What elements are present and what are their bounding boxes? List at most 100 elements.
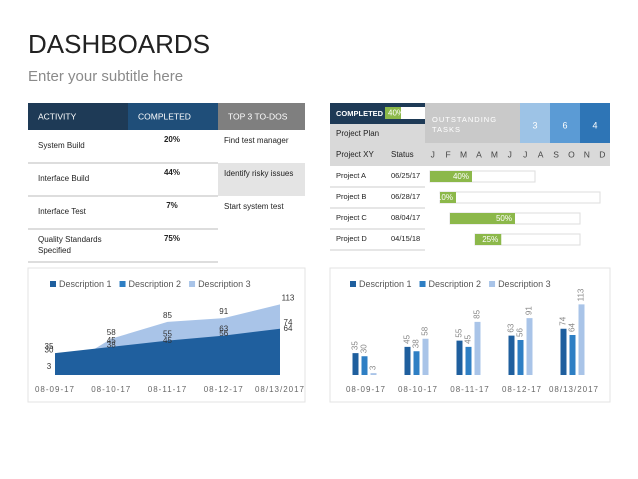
data-label: 113 bbox=[577, 288, 586, 301]
legend-label: Description 2 bbox=[429, 279, 482, 289]
bar bbox=[526, 318, 533, 375]
data-label: 64 bbox=[568, 323, 577, 332]
progress-label: 40% bbox=[453, 172, 469, 181]
legend-label: Description 3 bbox=[498, 279, 551, 289]
outstanding-word: OUTSTANDING bbox=[432, 115, 497, 124]
bar bbox=[560, 328, 567, 375]
data-label: 45 bbox=[163, 336, 172, 345]
month: J bbox=[523, 149, 527, 159]
data-label: 3 bbox=[47, 362, 52, 371]
outstanding-word: TASKS bbox=[432, 125, 461, 134]
header-cell bbox=[128, 103, 218, 130]
x-tick-label: 08-10-17 bbox=[91, 385, 131, 394]
bar bbox=[569, 335, 576, 375]
header-text: ACTIVITY bbox=[38, 111, 77, 121]
status: 04/15/18 bbox=[391, 234, 420, 243]
month: S bbox=[553, 149, 559, 159]
activity: Interface Test bbox=[38, 207, 87, 216]
status: 06/28/17 bbox=[391, 192, 420, 201]
gantt-head: Status bbox=[391, 150, 414, 159]
legend-swatch bbox=[50, 281, 56, 287]
todo-cell bbox=[218, 130, 305, 163]
bar bbox=[474, 321, 481, 375]
bar bbox=[413, 351, 420, 375]
data-label: 74 bbox=[284, 318, 293, 327]
data-label: 55 bbox=[455, 328, 464, 337]
legend-swatch bbox=[189, 281, 196, 287]
data-label: 38 bbox=[107, 340, 116, 349]
legend-swatch bbox=[350, 281, 356, 287]
data-label: 55 bbox=[163, 330, 172, 339]
data-label: 45 bbox=[464, 334, 473, 343]
todo-cell bbox=[218, 163, 305, 196]
month: O bbox=[568, 149, 575, 159]
project: Project D bbox=[336, 234, 367, 243]
bar bbox=[517, 340, 524, 375]
progress-bar bbox=[450, 213, 515, 224]
panel bbox=[329, 267, 611, 403]
data-label: 45 bbox=[107, 336, 116, 345]
month: J bbox=[431, 149, 435, 159]
data-label: 91 bbox=[219, 307, 228, 316]
title: DASHBOARDS bbox=[28, 29, 210, 59]
header-text: TOP 3 TO-DOS bbox=[228, 111, 288, 121]
month: A bbox=[538, 149, 544, 159]
activity-line: Quality Standards bbox=[38, 235, 102, 244]
legend-swatch bbox=[489, 281, 496, 287]
legend-label: Description 3 bbox=[198, 279, 251, 289]
data-label: 63 bbox=[507, 323, 516, 332]
month: M bbox=[460, 149, 467, 159]
data-label: 30 bbox=[360, 344, 369, 353]
progress-label: 10% bbox=[437, 193, 453, 202]
bar bbox=[404, 346, 411, 375]
data-label: 64 bbox=[284, 324, 293, 333]
x-tick-label: 08-09-17 bbox=[35, 385, 75, 394]
area bbox=[55, 328, 280, 375]
todo: Find test manager bbox=[224, 136, 289, 145]
x-tick-label: 08-12-17 bbox=[502, 385, 542, 394]
completed: 7% bbox=[166, 201, 178, 210]
panel bbox=[27, 267, 306, 403]
data-label: 91 bbox=[525, 306, 534, 315]
project: Project A bbox=[336, 171, 366, 180]
x-tick-label: 08-09-17 bbox=[346, 385, 386, 394]
status: 06/25/17 bbox=[391, 171, 420, 180]
data-label: 58 bbox=[421, 326, 430, 335]
month: J bbox=[508, 149, 512, 159]
bar bbox=[508, 335, 515, 375]
data-label: 45 bbox=[403, 334, 412, 343]
progress-label: 25% bbox=[482, 235, 498, 244]
status: 08/04/17 bbox=[391, 213, 420, 222]
outstanding-cell bbox=[520, 103, 550, 143]
activity: Quality Standards Specified bbox=[38, 235, 102, 255]
x-tick-label: 08/13/2017 bbox=[255, 385, 305, 394]
data-label: 85 bbox=[473, 309, 482, 318]
plan-box bbox=[330, 124, 425, 143]
outstanding-label: OUTSTANDING TASKS bbox=[432, 115, 497, 134]
bar bbox=[361, 356, 368, 375]
outstanding-box bbox=[425, 103, 520, 143]
legend-label: Description 2 bbox=[129, 279, 182, 289]
header-text: COMPLETED bbox=[138, 111, 191, 121]
legend-swatch bbox=[119, 281, 126, 287]
bar bbox=[422, 338, 429, 375]
month: F bbox=[446, 149, 451, 159]
data-label: 38 bbox=[412, 339, 421, 348]
month: A bbox=[476, 149, 482, 159]
data-label: 74 bbox=[559, 316, 568, 325]
data-label: 56 bbox=[516, 328, 525, 337]
outstanding-cell bbox=[550, 103, 580, 143]
x-tick-label: 08-10-17 bbox=[398, 385, 438, 394]
data-label: 85 bbox=[163, 311, 172, 320]
completed-label: COMPLETED bbox=[336, 109, 384, 118]
completed: 75% bbox=[164, 234, 180, 243]
data-label: 63 bbox=[219, 325, 228, 334]
outstanding-count: 3 bbox=[532, 120, 537, 130]
completed-value: 40% bbox=[388, 109, 404, 118]
header-cell bbox=[28, 103, 128, 130]
data-label: 113 bbox=[282, 293, 295, 302]
progress-bar bbox=[475, 234, 502, 245]
todo-cell bbox=[218, 196, 305, 229]
outstanding-count: 4 bbox=[592, 120, 597, 130]
